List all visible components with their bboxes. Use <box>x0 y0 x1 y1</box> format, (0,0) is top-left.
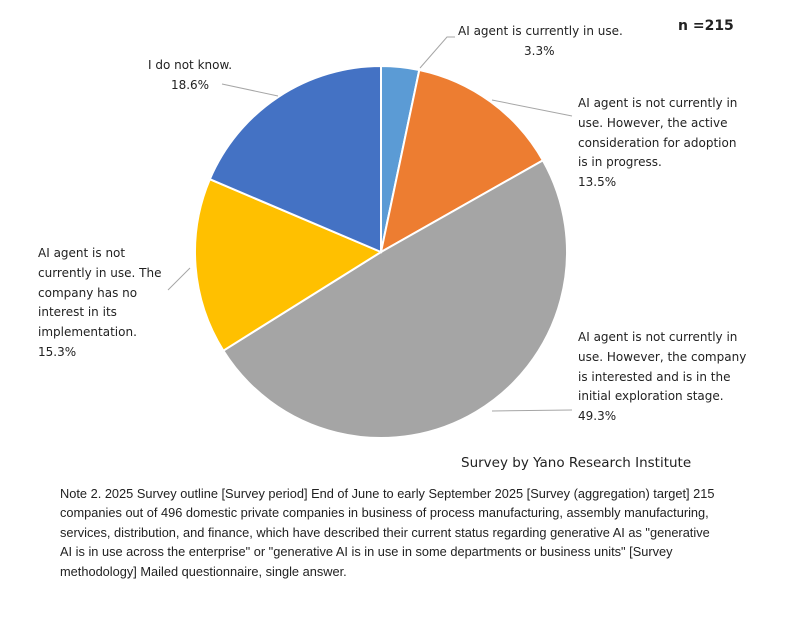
slice-label-3: AI agent is not currently in use. The co… <box>38 246 162 359</box>
slice-label-1: AI agent is not currently in use. Howeve… <box>578 96 738 190</box>
pie-slice-4 <box>208 64 382 254</box>
source-text: Survey by Yano Research Institute <box>461 455 692 471</box>
leader-line-3 <box>167 267 191 291</box>
leader-line-0 <box>419 36 455 69</box>
leader-line-1 <box>491 99 573 117</box>
slice-label-2: AI agent is not currently in use. Howeve… <box>578 330 747 424</box>
leader-line-2 <box>491 409 573 412</box>
pie-slice-3 <box>194 177 384 353</box>
leader-line-4 <box>221 83 279 97</box>
survey-note: Note 2. 2025 Survey outline [Survey peri… <box>60 486 715 579</box>
slice-label-0: AI agent is currently in use. 3.3% <box>458 24 623 58</box>
sample-size-label: n =215 <box>678 18 734 34</box>
slice-label-4: I do not know. 18.6% <box>147 58 233 92</box>
pie-slice-1 <box>379 68 545 254</box>
pie-slice-2 <box>221 158 568 439</box>
